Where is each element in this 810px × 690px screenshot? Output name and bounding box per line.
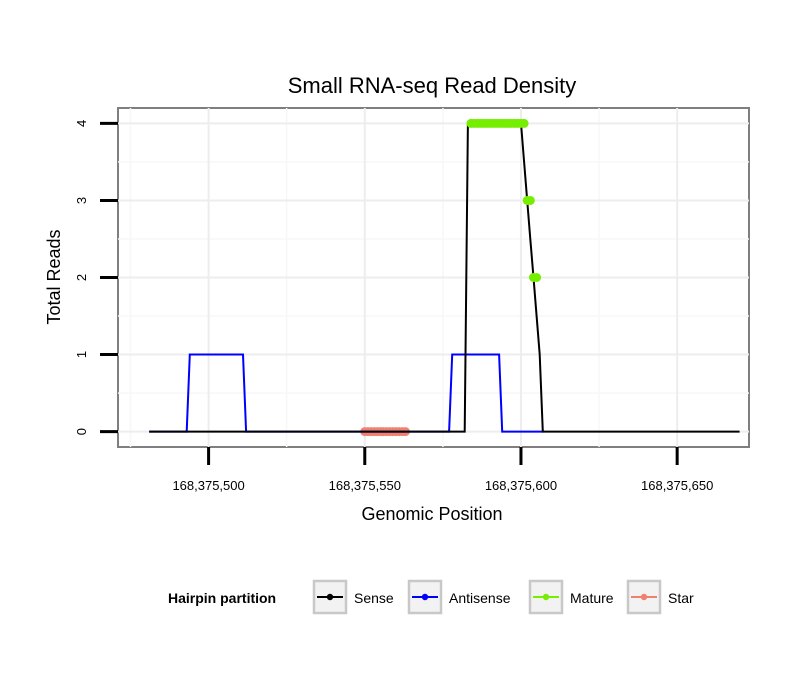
y-tick-label: 4 <box>74 120 89 127</box>
legend: Hairpin partition Sense Antisense Mature St… <box>168 579 694 615</box>
y-tick-label: 3 <box>74 197 89 204</box>
series-layer <box>149 118 740 437</box>
y-tick-label: 1 <box>74 351 89 358</box>
grid-minor <box>118 108 749 447</box>
x-tick-label: 168,375,600 <box>485 478 557 493</box>
x-tick-label: 168,375,650 <box>641 478 713 493</box>
x-tick-label: 168,375,500 <box>172 478 244 493</box>
legend-title: Hairpin partition <box>168 590 276 606</box>
y-axis: 0 1 2 3 4 <box>74 120 118 435</box>
x-axis-title: Genomic Position <box>361 504 502 524</box>
y-axis-title: Total Reads <box>44 229 64 324</box>
legend-label-antisense: Antisense <box>449 590 511 606</box>
legend-point-sense <box>326 593 334 601</box>
legend-point-antisense <box>421 593 429 601</box>
x-tick-label: 168,375,550 <box>329 478 401 493</box>
x-axis: 168,375,500 168,375,550 168,375,600 168,375… <box>172 447 713 493</box>
point-mature <box>519 118 529 128</box>
legend-point-star <box>640 593 648 601</box>
point-mature <box>525 195 535 205</box>
y-tick-label: 2 <box>74 274 89 281</box>
y-tick-label: 0 <box>74 428 89 435</box>
legend-label-star: Star <box>668 590 694 606</box>
chart-title: Small RNA-seq Read Density <box>288 73 577 98</box>
legend-label-mature: Mature <box>570 590 614 606</box>
point-mature <box>532 273 542 282</box>
legend-point-mature <box>542 593 550 601</box>
legend-label-sense: Sense <box>354 590 394 606</box>
